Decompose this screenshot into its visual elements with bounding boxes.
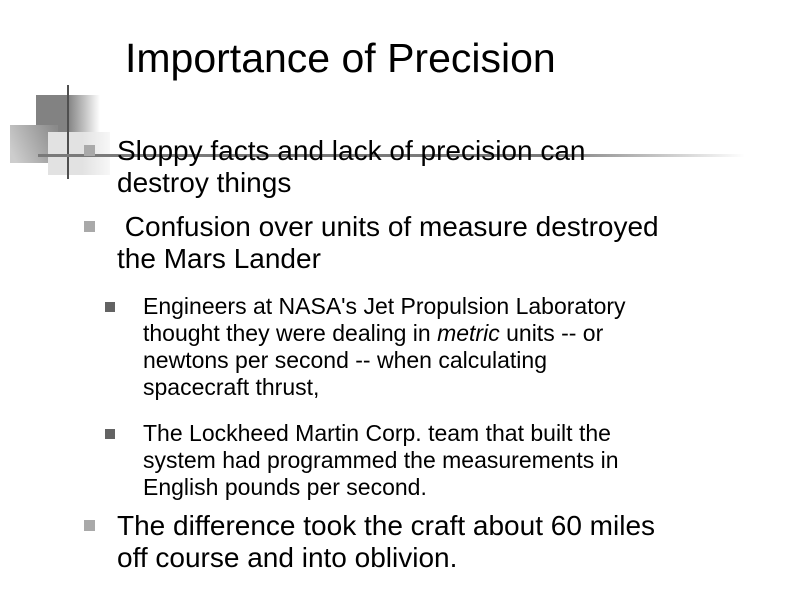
text-line: system had programmed the measurements i…: [143, 447, 619, 473]
bullet-item-confusion-units: Confusion over units of measure destroye…: [84, 211, 659, 275]
text-line: English pounds per second.: [143, 474, 427, 500]
bullet-text: The difference took the craft about 60 m…: [117, 510, 655, 574]
text-line: Engineers at NASA's Jet Propulsion Labor…: [143, 293, 626, 319]
bullet-square-icon: [84, 520, 95, 531]
text-segment: thought they were dealing in: [143, 320, 438, 346]
decor-vertical-line: [67, 85, 69, 179]
text-line: Confusion over units of measure destroye…: [117, 211, 659, 242]
sub-bullet-item-lockheed-martin: The Lockheed Martin Corp. team that buil…: [105, 420, 619, 501]
decor-square-light-icon: [48, 132, 110, 175]
bullet-text: The Lockheed Martin Corp. team that buil…: [143, 420, 619, 501]
text-line: The Lockheed Martin Corp. team that buil…: [143, 420, 611, 446]
bullet-square-icon: [84, 145, 95, 156]
text-line: destroy things: [117, 167, 292, 198]
bullet-text: Engineers at NASA's Jet Propulsion Labor…: [143, 293, 626, 401]
bullet-square-icon: [105, 302, 115, 312]
bullet-text: Sloppy facts and lack of precision can de…: [117, 135, 585, 199]
text-segment: units -- or: [499, 320, 604, 346]
bullet-item-sloppy-facts: Sloppy facts and lack of precision can de…: [84, 135, 585, 199]
text-line: newtons per second -- when calculating: [143, 347, 548, 373]
slide-title: Importance of Precision: [125, 35, 556, 81]
bullet-item-difference-oblivion: The difference took the craft about 60 m…: [84, 510, 655, 574]
bullet-text: Confusion over units of measure destroye…: [117, 211, 659, 275]
text-line: spacecraft thrust,: [143, 374, 320, 400]
text-line: off course and into oblivion.: [117, 542, 458, 573]
decor-horizontal-line: [38, 154, 745, 157]
text-line: the Mars Lander: [117, 243, 321, 274]
emphasized-text: metric: [437, 320, 500, 346]
bullet-square-icon: [84, 221, 95, 232]
text-line: Sloppy facts and lack of precision can: [117, 135, 586, 166]
text-line: thought they were dealing in metric unit…: [143, 320, 626, 347]
bullet-square-icon: [105, 429, 115, 439]
text-line: The difference took the craft about 60 m…: [117, 510, 656, 541]
sub-bullet-item-engineers-nasa: Engineers at NASA's Jet Propulsion Labor…: [105, 293, 626, 401]
